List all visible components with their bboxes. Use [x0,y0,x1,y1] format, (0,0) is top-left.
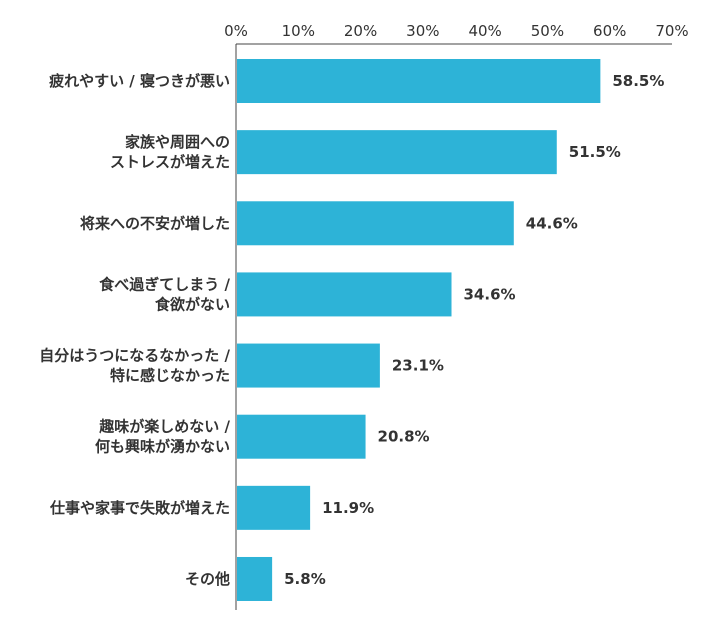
x-tick-label: 20% [344,22,377,40]
bar-value-label: 58.5% [612,72,664,90]
bar-value-label: 51.5% [569,143,621,161]
x-axis: 0% 10% 20% 30% 40% 50% 60% 70% [224,22,689,45]
bar [237,201,514,246]
x-tick-label: 0% [224,22,248,40]
category-label: 自分はうつになるなかった / [39,347,230,365]
bar [237,272,452,317]
category-label: 家族や周囲への [125,133,230,151]
x-tick-label: 30% [406,22,439,40]
x-tick-label: 60% [593,22,626,40]
bar [237,414,366,459]
value-labels: 58.5% 51.5% 44.6% 34.6% 23.1% 20.8% 11.9% 5.8% [284,72,664,588]
x-tick-label: 10% [282,22,315,40]
bar-value-label: 11.9% [322,499,374,517]
bar-value-label: 44.6% [526,214,578,232]
category-label: 何も興味が湧かない [95,438,230,456]
category-label: 仕事や家事で失敗が増えた [49,499,230,517]
bar [237,556,273,601]
bar [237,130,557,175]
x-tick-label: 50% [531,22,564,40]
category-label: 疲れやすい / 寝つきが悪い [49,72,230,90]
category-label: 食欲がない [155,295,230,313]
category-label: 趣味が楽しめない / [98,418,230,436]
bar-value-label: 5.8% [284,570,326,588]
category-label: 食べ過ぎてしまう / [99,275,230,293]
category-label: 将来への不安が増した [80,214,230,232]
category-labels: 疲れやすい / 寝つきが悪い家族や周囲へのストレスが増えた将来への不安が増した食… [39,72,230,588]
category-label: 特に感じなかった [110,367,230,385]
x-tick-label: 40% [468,22,501,40]
bar [237,485,311,530]
bar [237,343,380,388]
category-label: ストレスが増えた [110,153,230,171]
bar-value-label: 23.1% [392,357,444,375]
category-label: その他 [185,570,230,588]
bar-value-label: 34.6% [464,285,516,303]
bar-value-label: 20.8% [378,428,430,446]
x-tick-label: 70% [655,22,688,40]
bars [237,59,601,601]
bar [237,59,601,103]
